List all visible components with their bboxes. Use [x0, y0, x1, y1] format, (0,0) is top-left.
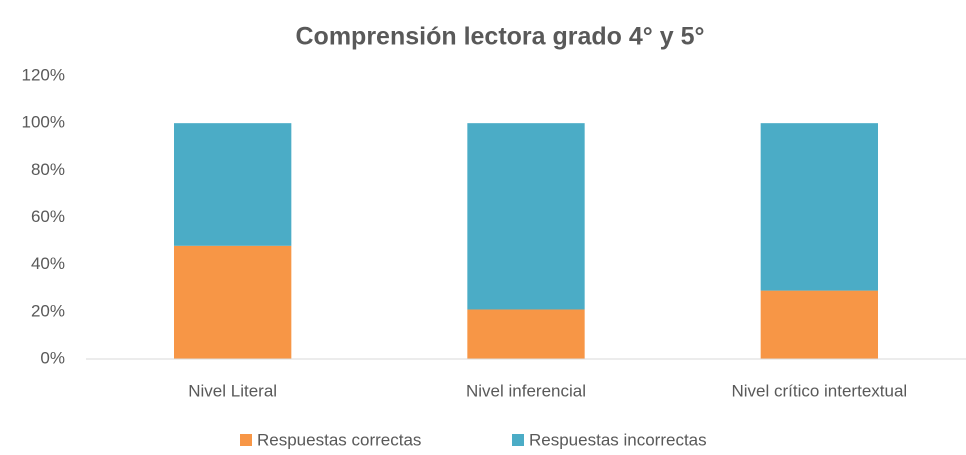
- bar-segment: [760, 123, 878, 291]
- y-tick-label: 100%: [22, 113, 65, 132]
- x-tick-label: Nivel inferencial: [466, 381, 586, 400]
- y-tick-label: 120%: [22, 65, 65, 84]
- legend-swatch: [512, 434, 524, 446]
- bar-segment: [174, 123, 292, 246]
- y-tick-label: 0%: [40, 348, 65, 367]
- legend-label: Respuestas incorrectas: [529, 430, 707, 449]
- legend-label: Respuestas correctas: [257, 430, 421, 449]
- bar-segment: [467, 309, 585, 359]
- y-tick-label: 20%: [31, 301, 65, 320]
- y-tick-label: 40%: [31, 254, 65, 273]
- bar-segment: [174, 245, 292, 359]
- x-tick-label: Nivel Literal: [188, 381, 277, 400]
- y-tick-label: 80%: [31, 160, 65, 179]
- legend-swatch: [240, 434, 252, 446]
- chart-title: Comprensión lectora grado 4° y 5°: [296, 23, 705, 51]
- bar-segment: [760, 290, 878, 359]
- bar-segment: [467, 123, 585, 310]
- y-tick-label: 60%: [31, 207, 65, 226]
- x-tick-label: Nivel crítico intertextual: [731, 381, 907, 400]
